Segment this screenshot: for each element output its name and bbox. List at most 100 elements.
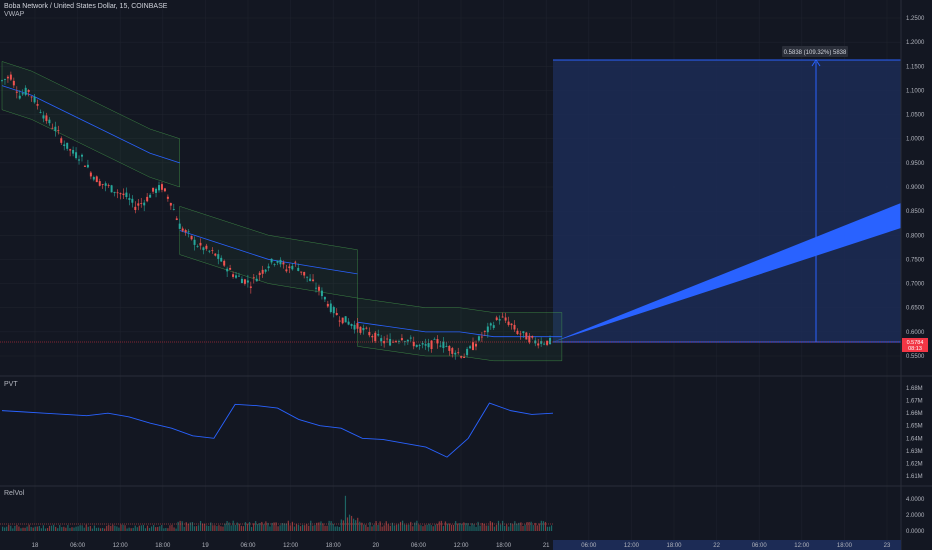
relvol-bar: [167, 528, 169, 531]
relvol-bar: [132, 527, 134, 531]
relvol-pane-label[interactable]: RelVol: [4, 490, 25, 497]
candle-body: [181, 228, 184, 231]
candle-body: [223, 260, 226, 266]
candle-body: [237, 275, 240, 277]
relvol-bar: [473, 524, 475, 531]
candle-body: [469, 346, 472, 349]
relvol-bar: [530, 521, 532, 531]
candle-body: [451, 348, 454, 354]
candle-body: [51, 127, 54, 129]
candle-body: [128, 198, 131, 200]
candle-body: [63, 144, 66, 147]
pvt-pane-label[interactable]: PVT: [4, 381, 18, 388]
candle-body: [54, 126, 57, 132]
time-axis-tick: 23: [884, 543, 891, 549]
pvt-axis-tick: 1.65M: [906, 424, 923, 430]
time-axis[interactable]: 18 06:00 12:00 18:00 19 06:00 12:00 18:00 20 06:0…: [32, 543, 891, 549]
relvol-bar: [179, 520, 181, 531]
relvol-bar: [218, 525, 220, 531]
relvol-bar: [85, 524, 87, 531]
candle-body: [510, 323, 513, 326]
indicator-vwap-label[interactable]: VWAP: [4, 11, 25, 18]
candle-body: [427, 343, 430, 348]
price-axis-tick: 1.0500: [906, 113, 925, 119]
relvol-bar: [444, 521, 447, 531]
relvol-bar: [483, 523, 485, 531]
candle-body: [12, 80, 15, 86]
candle-body: [320, 290, 323, 297]
relvol-bar: [432, 526, 434, 531]
symbol-title[interactable]: Boba Network / United States Dollar, 15,…: [4, 3, 168, 10]
candle-body: [365, 327, 368, 329]
relvol-bar: [418, 524, 420, 531]
candle-body: [522, 331, 525, 334]
candle-body: [60, 138, 63, 143]
relvol-bar: [134, 525, 136, 531]
relvol-bar: [189, 522, 191, 531]
relvol-bar: [391, 522, 393, 531]
relvol-bar: [36, 526, 38, 531]
relvol-bar: [420, 525, 422, 531]
relvol-bar: [250, 526, 253, 531]
candle-body: [486, 326, 489, 333]
relvol-bar: [312, 525, 314, 531]
relvol-bar: [304, 525, 306, 531]
candle-body: [534, 340, 537, 344]
relvol-bar: [536, 525, 538, 531]
price-axis-tick: 0.8500: [906, 209, 925, 215]
current-price-tag: [902, 338, 928, 352]
relvol-bar: [504, 525, 506, 531]
candle-body: [152, 187, 155, 192]
candle-body: [528, 335, 531, 343]
relvol-bar: [295, 524, 298, 531]
relvol-axis-tick: 0.0000: [906, 529, 925, 535]
candle-body: [326, 303, 329, 307]
relvol-bar: [34, 526, 36, 531]
relvol-bar: [334, 526, 336, 531]
price-axis[interactable]: 1.2500 1.2000 1.1500 1.1000 1.0500 1.0000 0.95…: [906, 16, 925, 360]
projection-wedge[interactable]: [553, 203, 901, 342]
relvol-bar: [428, 523, 430, 531]
relvol-bar: [234, 524, 236, 531]
relvol-bar: [248, 521, 251, 531]
relvol-bar: [273, 522, 275, 531]
candle-body: [303, 271, 306, 276]
relvol-bar: [89, 525, 91, 531]
relvol-bar: [97, 527, 100, 531]
candle-body: [122, 193, 125, 196]
relvol-bar: [401, 520, 404, 531]
candle-body: [297, 267, 300, 271]
relvol-bar: [57, 528, 59, 531]
candle-body: [317, 286, 320, 291]
candle-body: [258, 272, 261, 276]
pvt-axis[interactable]: 1.68M 1.67M 1.66M 1.65M 1.64M 1.63M 1.62M 1.61M: [906, 386, 923, 480]
relvol-bar: [240, 525, 242, 531]
candle-body: [300, 271, 303, 273]
relvol-bar: [44, 528, 47, 531]
relvol-bar: [367, 526, 369, 531]
relvol-bar: [242, 526, 245, 531]
candle-body: [101, 183, 104, 185]
candle-body: [276, 260, 279, 263]
candle-body: [45, 115, 48, 121]
candle-body: [424, 344, 427, 346]
candle-body: [252, 277, 255, 279]
vwap-line: [357, 321, 562, 338]
measure-box[interactable]: [553, 60, 901, 342]
candle-body: [104, 183, 107, 186]
time-axis-tick: 06:00: [70, 543, 86, 549]
price-series: [1, 71, 552, 360]
candle-body: [125, 192, 128, 198]
relvol-bar: [540, 520, 542, 531]
relvol-bar: [18, 526, 20, 531]
candle-body: [457, 352, 460, 354]
relvol-axis[interactable]: 4.0000 2.0000 0.0000: [906, 497, 925, 535]
candle-body: [397, 341, 400, 342]
relvol-bar: [187, 523, 189, 531]
time-axis-tick: 12:00: [794, 543, 810, 549]
candle-body: [498, 319, 501, 321]
relvol-bar: [361, 522, 363, 531]
relvol-bar: [324, 525, 326, 531]
relvol-bar: [146, 525, 149, 531]
